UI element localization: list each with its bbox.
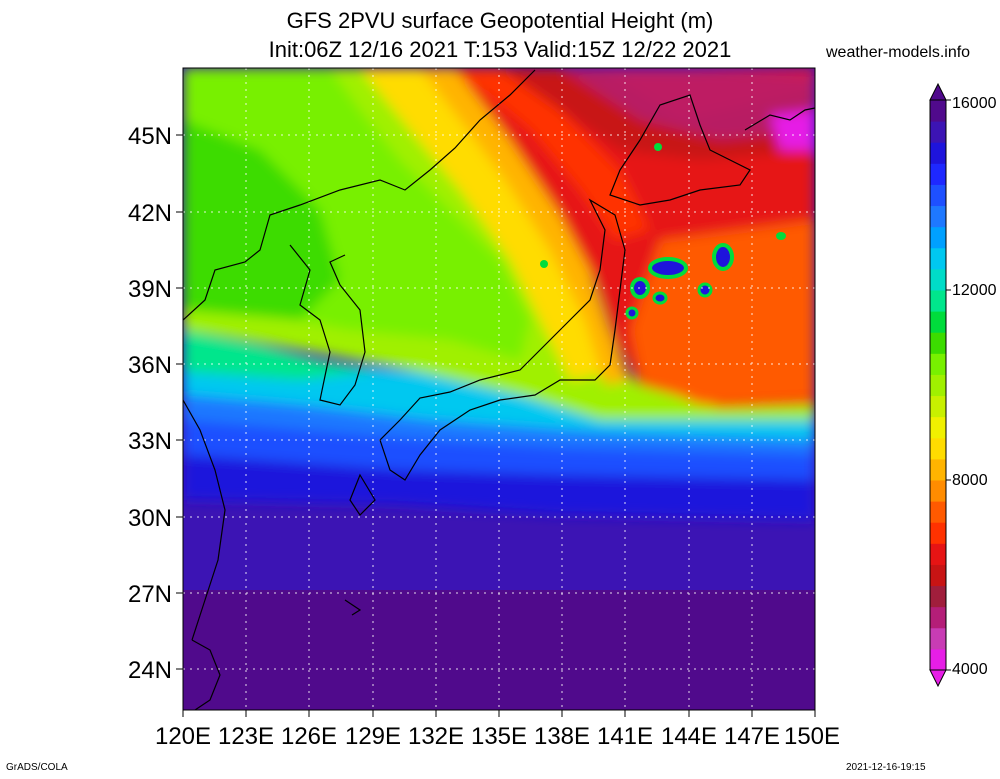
lon-label: 144E [661,723,717,750]
colorbar-segment [930,163,946,185]
colorbar-label: 12000 [952,282,997,299]
geopotential-field [183,68,815,710]
colorbar-segment [930,184,946,207]
colorbar-segment [930,247,946,270]
lat-label: 42N [128,200,172,227]
lat-label: 36N [128,352,172,379]
colorbar-segment [930,121,946,143]
map-subtitle: Init:06Z 12/16 2021 T:153 Valid:15Z 12/2… [268,37,732,62]
colorbar-segment [930,480,946,502]
lon-label: 135E [471,723,527,750]
colorbar-segment [930,522,946,544]
colorbar-segment [930,311,946,333]
lon-label: 138E [534,723,590,750]
colorbar-segment [930,353,946,375]
lon-label: 150E [784,723,840,750]
colorbar-segment [930,395,946,418]
colorbar-max-arrow [929,82,947,101]
colorbar-segment [930,290,946,312]
lat-label: 30N [128,505,172,532]
lon-label: 129E [345,723,401,750]
colorbar-labels: 16000 12000 8000 4000 [952,95,997,678]
colorbar-segment [930,606,946,629]
colorbar-segment [930,416,946,439]
colorbar-segment [930,627,946,650]
coastlines [183,69,815,710]
colorbar-min-arrow [929,669,947,688]
colorbar-segment [930,374,946,397]
colorbar-segment [930,458,946,481]
colorbar-segment [930,332,946,354]
axis-ticks [176,134,816,717]
colorbar-segment [930,564,946,587]
colorbar-label: 8000 [952,472,988,489]
colorbar-segment [930,100,946,122]
map-title: GFS 2PVU surface Geopotential Height (m) [286,8,714,33]
lon-label: 120E [155,723,211,750]
lon-label: 147E [724,723,780,750]
cyclone-blobs [540,143,786,320]
lat-label: 39N [128,276,172,303]
lat-label: 24N [128,657,172,684]
colorbar-segment [930,648,946,671]
graticule [183,68,815,710]
colorbar-segment [930,226,946,249]
lat-label: 45N [128,123,172,150]
colorbar-segment [930,501,946,523]
lon-label: 123E [218,723,274,750]
lon-label: 126E [281,723,337,750]
colorbar-segment [930,543,946,565]
colorbar-segment [930,205,946,228]
colorbar-segment [930,585,946,608]
lon-label: 141E [597,723,653,750]
credit-label: weather-models.info [826,44,971,61]
software-label: GrADS/COLA [6,762,68,773]
colorbar-label: 4000 [952,661,988,678]
colorbar-segment [930,437,946,460]
lat-label: 27N [128,581,172,608]
lat-label: 33N [128,428,172,455]
colorbar-segment [930,142,946,164]
colorbar-label: 16000 [952,95,997,112]
colorbar [929,82,951,688]
lon-label: 132E [408,723,464,750]
timestamp-label: 2021-12-16-19:15 [846,762,926,773]
colorbar-frame [929,99,947,671]
colorbar-segment [930,268,946,291]
